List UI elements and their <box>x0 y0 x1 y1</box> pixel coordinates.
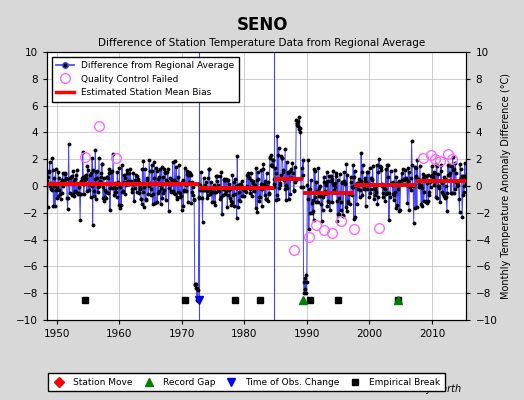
Text: SENO: SENO <box>236 16 288 34</box>
Y-axis label: Monthly Temperature Anomaly Difference (°C): Monthly Temperature Anomaly Difference (… <box>501 73 511 299</box>
Text: Difference of Station Temperature Data from Regional Average: Difference of Station Temperature Data f… <box>99 38 425 48</box>
Legend: Station Move, Record Gap, Time of Obs. Change, Empirical Break: Station Move, Record Gap, Time of Obs. C… <box>48 374 444 392</box>
Text: Berkeley Earth: Berkeley Earth <box>389 384 461 394</box>
Legend: Difference from Regional Average, Quality Control Failed, Estimated Station Mean: Difference from Regional Average, Qualit… <box>52 56 239 102</box>
